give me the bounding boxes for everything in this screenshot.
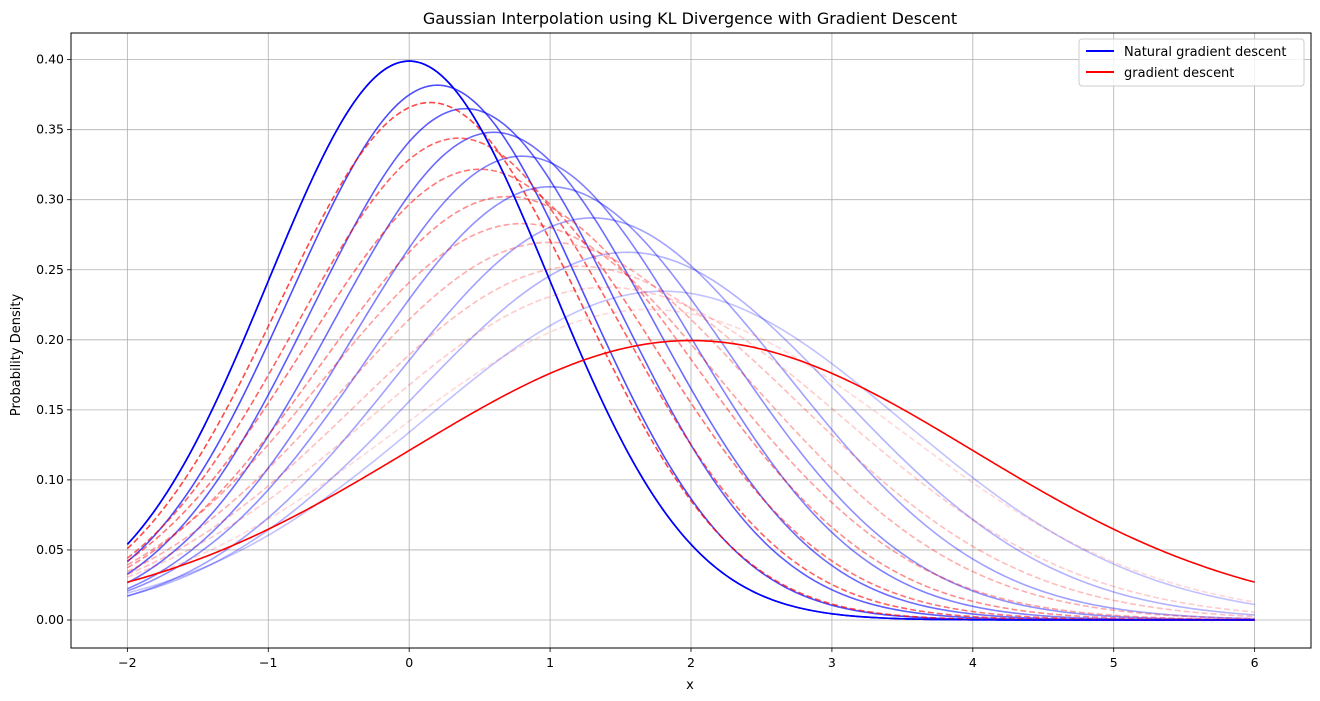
x-tick-label: 5 [1110,655,1118,670]
x-tick-label: 4 [969,655,977,670]
y-tick-label: 0.00 [36,612,64,627]
y-tick-label: 0.20 [36,332,64,347]
x-tick-label: 3 [828,655,836,670]
series-line-gradient-13 [126,222,1255,621]
x-tick-label: −2 [118,655,136,670]
series-line-natural-4 [127,155,1255,621]
legend-label-gradient: gradient descent [1124,66,1234,81]
series-line-natural-6 [127,217,1255,620]
series-line-natural-7 [127,251,1255,616]
x-tick-label: 2 [687,655,695,670]
y-ticks: 0.00 0.05 0.10 0.15 0.20 0.25 0.30 0.35 0.40 [36,52,71,627]
series-line-natural-18 [126,60,1255,621]
x-tick-label: −1 [259,655,277,670]
x-axis-label: x [686,678,694,693]
y-tick-label: 0.05 [36,542,64,557]
legend-label-natural: Natural gradient descent [1124,45,1286,60]
series-line-gradient-19 [127,339,1255,583]
series-line-gradient-11 [126,168,1255,621]
x-ticks: −2 −1 0 1 2 3 4 5 6 [118,648,1259,670]
y-tick-label: 0.10 [36,472,64,487]
series-line-gradient-16 [127,286,1255,613]
legend-box [1078,38,1305,87]
series-line-gradient-15 [127,265,1255,618]
x-tick-label: 0 [405,655,413,670]
y-tick-label: 0.40 [36,52,64,67]
chart-title: Gaussian Interpolation using KL Divergen… [423,9,957,28]
y-tick-label: 0.15 [36,402,64,417]
series-line-natural-5 [127,185,1255,621]
legend: Natural gradient descent gradient descen… [1078,38,1305,87]
series-line-gradient-12 [126,195,1255,621]
y-axis-label: Probability Density [9,294,24,417]
y-tick-label: 0.25 [36,262,64,277]
y-tick-label: 0.30 [36,192,64,207]
curves [126,60,1255,621]
x-tick-label: 1 [546,655,554,670]
series-line-gradient-17 [127,308,1255,603]
series-line-gradient-14 [127,241,1255,620]
y-tick-label: 0.35 [36,122,64,137]
x-tick-label: 6 [1251,655,1259,670]
